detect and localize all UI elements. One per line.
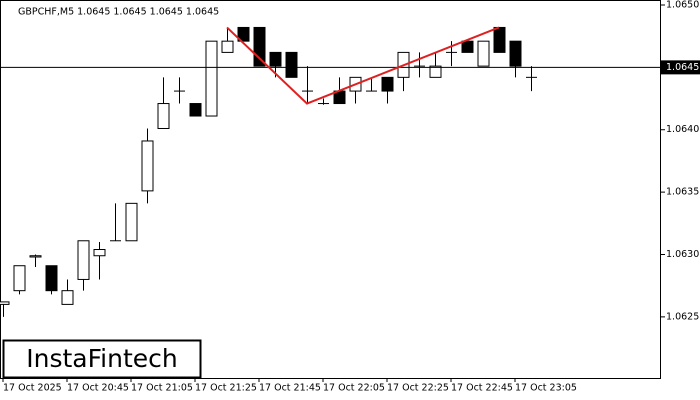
y-tick-label: 1.0650 bbox=[666, 0, 699, 10]
candle-body bbox=[205, 40, 218, 117]
x-tick-label: 17 Oct 20:45 bbox=[67, 383, 129, 394]
x-tick-label: 17 Oct 23:05 bbox=[515, 383, 577, 394]
plot-frame bbox=[0, 0, 661, 379]
current-price-label: 1.0645 bbox=[666, 62, 699, 73]
pattern-line bbox=[226, 26, 500, 105]
candle-body bbox=[189, 103, 202, 117]
candle-body bbox=[13, 265, 26, 292]
x-tick-label: 17 Oct 21:25 bbox=[195, 383, 257, 394]
candle-body bbox=[237, 26, 250, 42]
y-tick-label: 1.0635 bbox=[666, 187, 699, 198]
candle-body bbox=[509, 40, 522, 67]
candle-body bbox=[477, 40, 490, 67]
x-tick-label: 17 Oct 2025 bbox=[3, 383, 62, 394]
x-tick-label: 17 Oct 21:45 bbox=[259, 383, 321, 394]
candle-body bbox=[221, 40, 234, 53]
watermark: InstaFintech bbox=[26, 344, 178, 373]
y-tick-label: 1.0630 bbox=[666, 249, 699, 260]
x-tick-label: 17 Oct 22:25 bbox=[387, 383, 449, 394]
y-tick-label: 1.0640 bbox=[666, 124, 699, 135]
y-tick-label: 1.0625 bbox=[666, 311, 699, 322]
candle-body bbox=[461, 40, 474, 53]
candle-body bbox=[61, 290, 74, 305]
x-tick-label: 17 Oct 21:05 bbox=[131, 383, 193, 394]
candle-body bbox=[285, 51, 298, 78]
current-price-box bbox=[661, 60, 700, 75]
candle-body bbox=[45, 265, 58, 292]
candle-body bbox=[125, 202, 138, 242]
x-tick-label: 17 Oct 22:45 bbox=[451, 383, 513, 394]
candle-body bbox=[429, 65, 442, 78]
candle-body bbox=[381, 76, 394, 92]
candle-body bbox=[253, 26, 266, 67]
candle-body bbox=[141, 140, 154, 192]
candle-body bbox=[29, 255, 42, 258]
candle-body bbox=[493, 26, 506, 53]
candle-body bbox=[77, 240, 90, 280]
candle-body bbox=[93, 249, 106, 257]
x-tick-label: 17 Oct 22:05 bbox=[323, 383, 385, 394]
watermark-box bbox=[2, 339, 202, 379]
chart-header: GBPCHF,M5 1.0645 1.0645 1.0645 1.0645 bbox=[18, 7, 219, 18]
candle-body bbox=[157, 103, 170, 129]
candle-body bbox=[269, 51, 282, 67]
candle-body bbox=[0, 301, 10, 305]
